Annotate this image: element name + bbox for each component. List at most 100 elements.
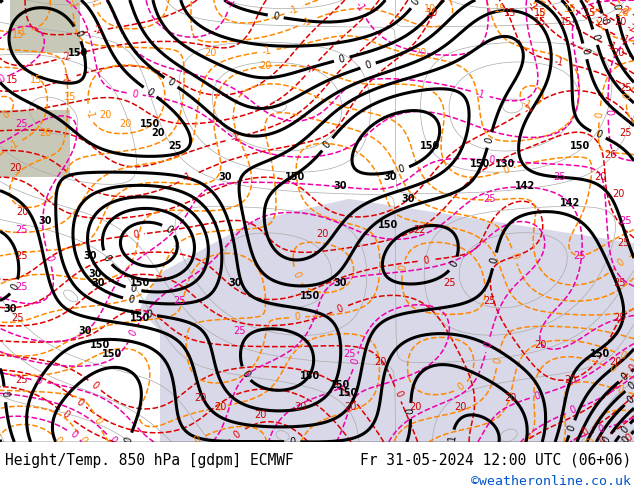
Text: 150: 150 [570, 141, 590, 151]
Text: -1: -1 [519, 98, 533, 111]
Text: 26: 26 [604, 149, 616, 160]
Text: 0: 0 [127, 294, 135, 305]
Text: 30: 30 [333, 278, 347, 288]
Text: 150: 150 [300, 370, 320, 381]
Text: 25: 25 [16, 375, 29, 385]
Text: 10: 10 [424, 4, 436, 14]
Text: -1: -1 [287, 3, 300, 16]
Text: 0: 0 [603, 108, 613, 115]
Text: 0: 0 [91, 416, 103, 425]
Text: -1: -1 [522, 101, 535, 115]
Text: 20: 20 [454, 402, 466, 412]
Text: 0: 0 [607, 363, 618, 375]
Text: 130: 130 [495, 159, 515, 169]
Text: 0: 0 [335, 303, 344, 315]
Text: 150: 150 [470, 159, 490, 169]
Text: 0: 0 [337, 53, 346, 65]
Text: 0: 0 [597, 424, 606, 435]
Text: 25: 25 [16, 282, 29, 293]
Text: 0: 0 [611, 2, 621, 10]
Text: 20: 20 [614, 17, 626, 27]
Text: -1: -1 [605, 40, 618, 53]
Text: 0: 0 [410, 0, 422, 7]
Text: 150: 150 [90, 340, 110, 350]
Text: 30: 30 [3, 304, 16, 315]
Text: 0: 0 [502, 164, 511, 176]
Text: 0: 0 [9, 282, 21, 292]
Text: 20: 20 [616, 8, 628, 18]
Text: 0: 0 [625, 393, 634, 405]
Text: 20: 20 [294, 402, 306, 412]
Text: 150: 150 [420, 141, 440, 151]
Text: -1: -1 [61, 73, 74, 85]
Text: 20: 20 [204, 48, 216, 58]
Text: 0: 0 [601, 435, 612, 445]
Text: Height/Temp. 850 hPa [gdpm] ECMWF: Height/Temp. 850 hPa [gdpm] ECMWF [5, 453, 294, 467]
Text: 0: 0 [101, 252, 113, 263]
Text: 0: 0 [489, 256, 500, 265]
Text: 0: 0 [240, 368, 252, 379]
Text: 30: 30 [383, 172, 397, 182]
Text: 0: 0 [0, 391, 10, 398]
Text: 20: 20 [254, 411, 266, 420]
Text: 20: 20 [39, 127, 51, 138]
Text: 20: 20 [16, 207, 28, 217]
Text: ©weatheronline.co.uk: ©weatheronline.co.uk [471, 475, 631, 488]
Text: 20: 20 [409, 402, 421, 412]
Text: 142: 142 [515, 181, 535, 191]
Text: 20: 20 [119, 119, 131, 129]
Text: -1: -1 [474, 88, 486, 100]
Text: 0: 0 [538, 8, 545, 19]
Text: -1: -1 [84, 107, 96, 120]
Text: 20: 20 [534, 340, 546, 350]
Text: 0: 0 [448, 259, 460, 269]
Text: 142: 142 [560, 198, 580, 208]
Text: 30: 30 [78, 326, 92, 337]
Text: 0: 0 [89, 379, 100, 391]
Text: 30: 30 [333, 181, 347, 191]
Text: 0: 0 [107, 435, 118, 446]
Text: 0: 0 [321, 139, 333, 150]
Text: 0: 0 [579, 47, 590, 55]
Text: 0: 0 [484, 136, 495, 144]
Text: 0: 0 [145, 86, 155, 98]
Text: 25: 25 [553, 172, 566, 182]
Text: 20: 20 [594, 172, 606, 182]
Text: 10: 10 [426, 8, 438, 18]
Text: 0: 0 [145, 309, 153, 320]
Text: 25: 25 [618, 238, 630, 248]
Polygon shape [139, 199, 634, 442]
Text: 30: 30 [228, 278, 242, 288]
Text: 20: 20 [344, 402, 356, 412]
Text: -2: -2 [93, 25, 103, 36]
Text: 0: 0 [165, 76, 176, 88]
Text: -1: -1 [224, 0, 237, 9]
Text: 0: 0 [392, 390, 404, 399]
Text: 150: 150 [338, 389, 358, 398]
Text: 0: 0 [568, 405, 578, 416]
Text: 15: 15 [64, 92, 76, 102]
Text: Fr 31-05-2024 12:00 UTC (06+06): Fr 31-05-2024 12:00 UTC (06+06) [359, 453, 631, 467]
Text: 20: 20 [414, 48, 426, 58]
Text: 20: 20 [316, 229, 328, 239]
Text: 0: 0 [616, 257, 627, 269]
Text: 15: 15 [504, 8, 516, 18]
Text: 25: 25 [614, 313, 626, 323]
Text: 150: 150 [300, 291, 320, 301]
Text: 0: 0 [508, 251, 520, 261]
Text: 0: 0 [133, 229, 139, 240]
Text: 0: 0 [595, 111, 605, 118]
Text: -2: -2 [60, 51, 72, 63]
Text: 0: 0 [456, 381, 467, 393]
Text: 25: 25 [484, 194, 496, 204]
Text: 0: 0 [294, 312, 301, 322]
Text: 0: 0 [622, 92, 633, 101]
Text: 20: 20 [152, 127, 165, 138]
Text: 25: 25 [16, 225, 29, 235]
Text: -1: -1 [16, 26, 27, 37]
Text: 15: 15 [534, 17, 546, 27]
Text: 0: 0 [581, 426, 591, 438]
Text: 150: 150 [130, 278, 150, 288]
Text: 20: 20 [214, 402, 226, 412]
Text: 15: 15 [12, 30, 24, 40]
